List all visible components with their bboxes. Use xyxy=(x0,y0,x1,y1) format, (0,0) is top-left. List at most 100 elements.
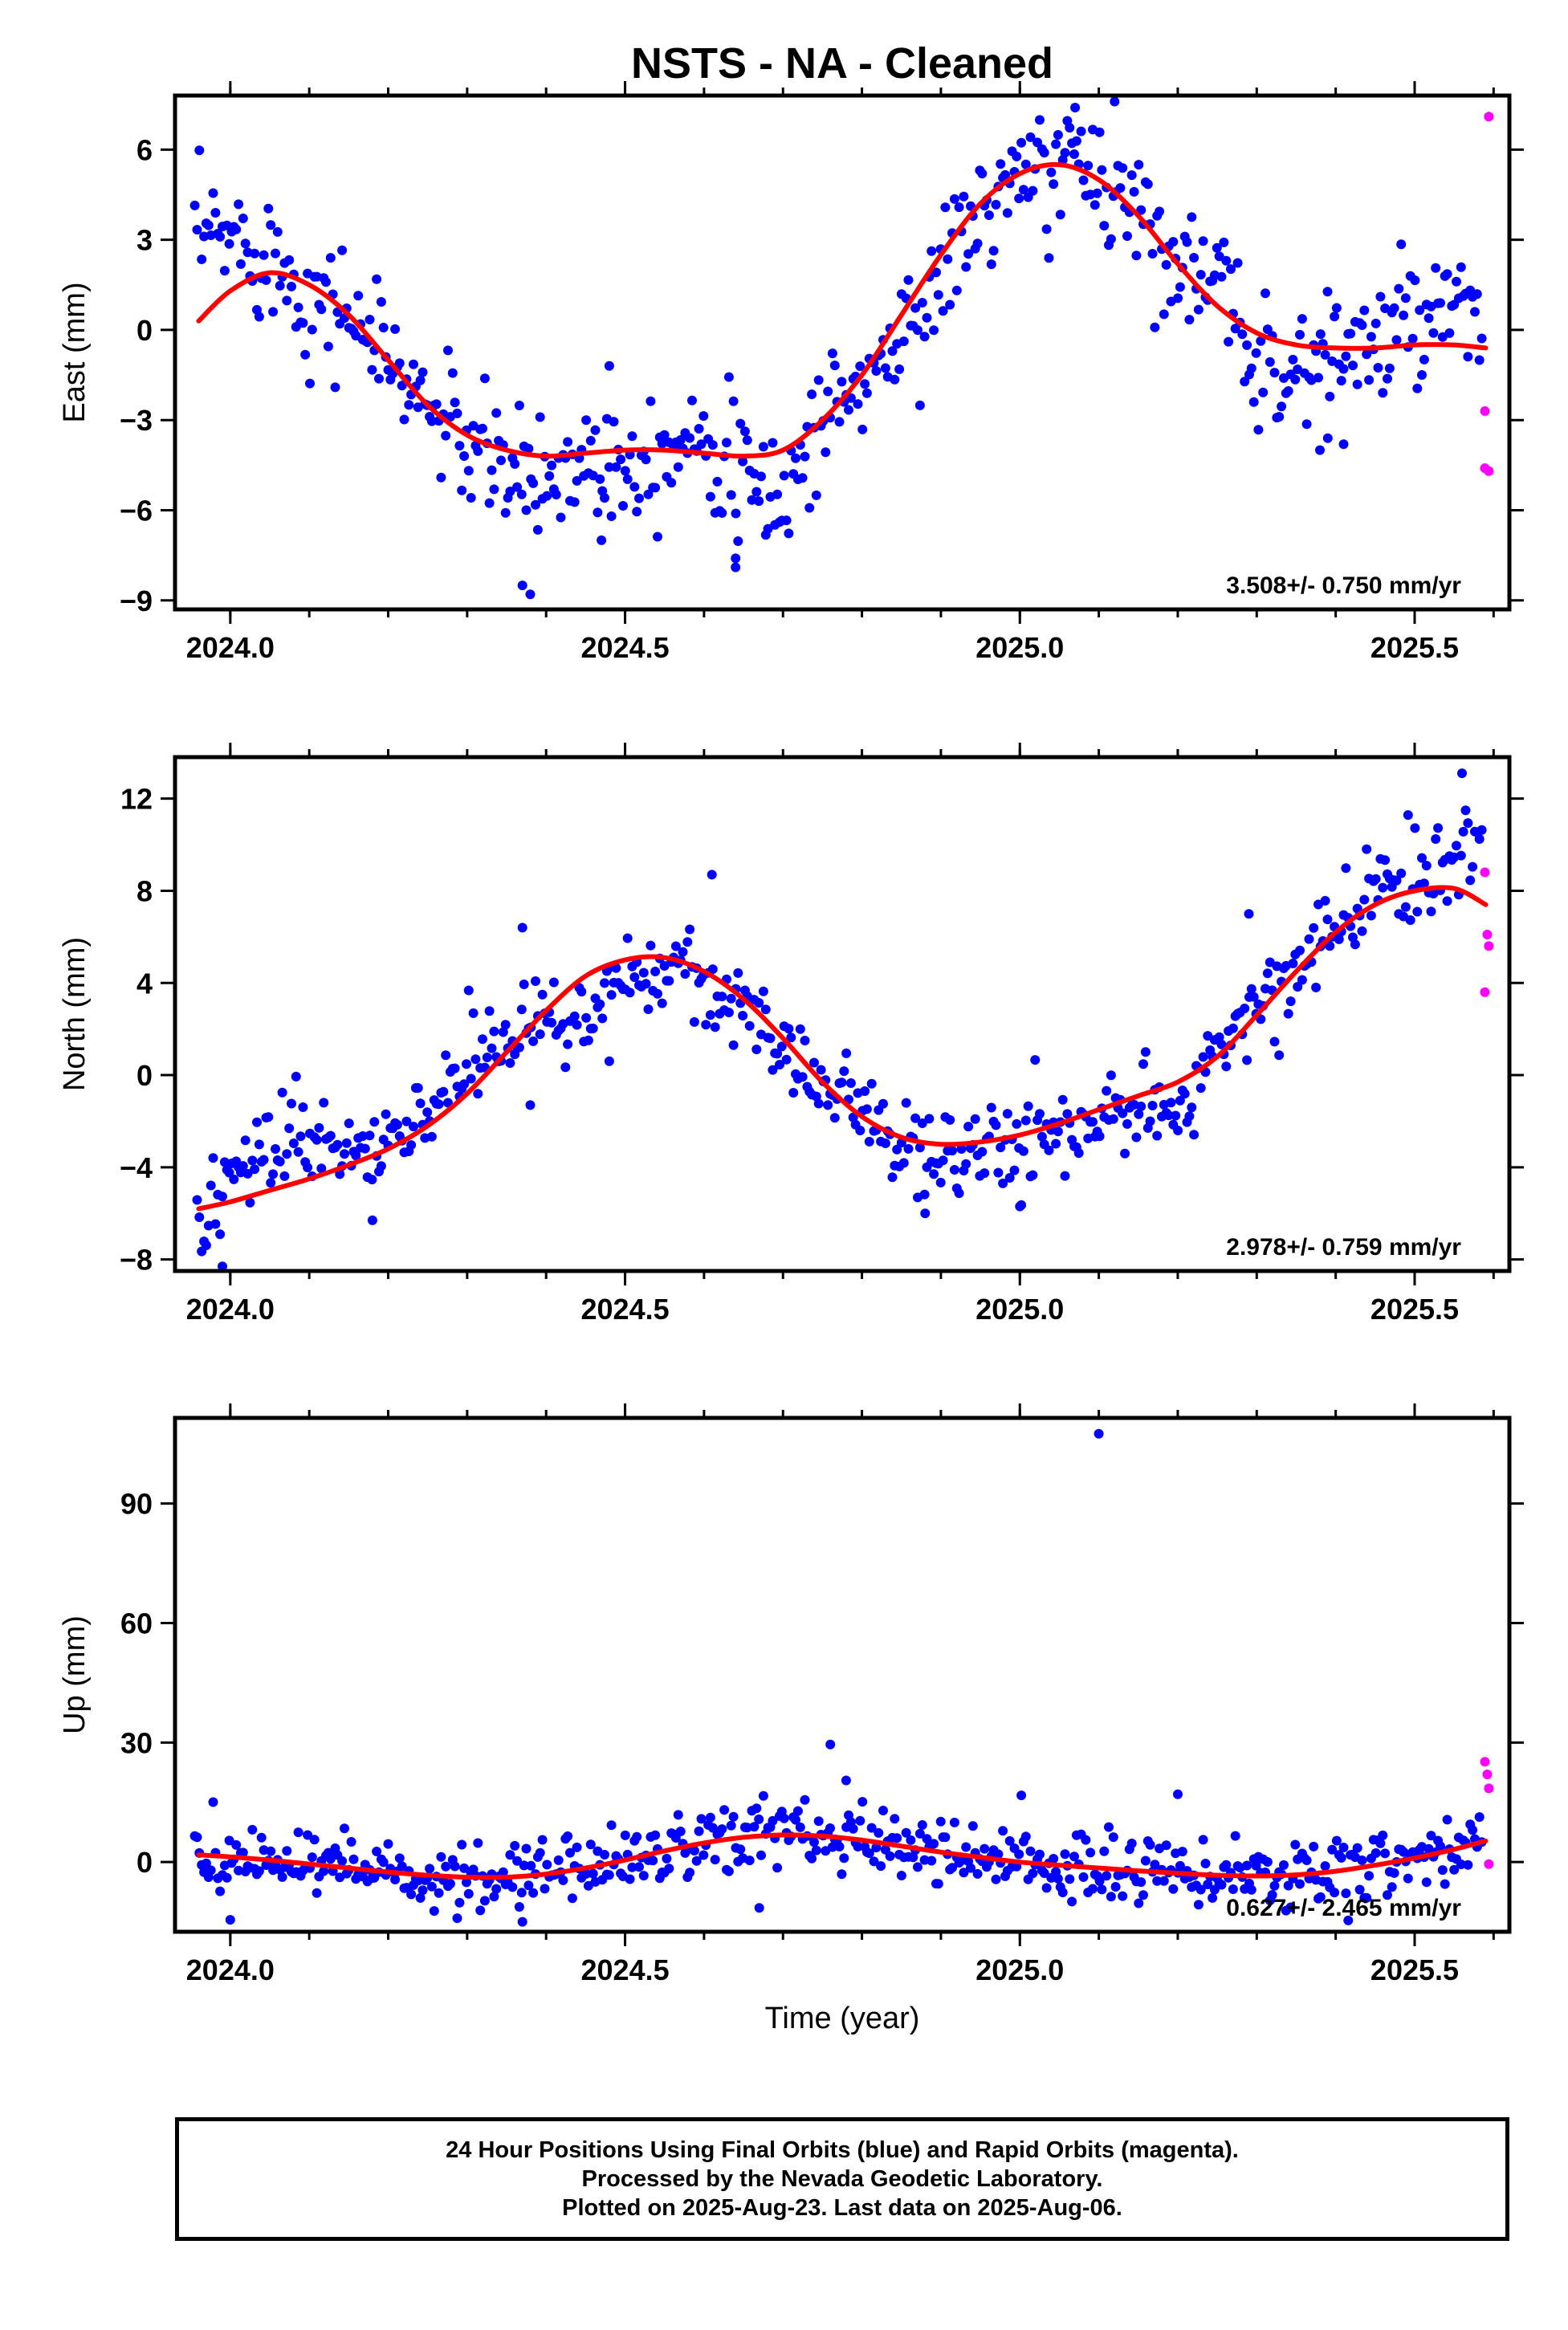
north-final-point xyxy=(295,1131,306,1142)
up-x-tick-label: 2025.5 xyxy=(1370,1953,1459,1986)
east-final-point xyxy=(675,435,686,445)
north-final-point xyxy=(1391,875,1402,886)
up-final-point xyxy=(1362,1892,1372,1903)
up-final-point xyxy=(1375,1838,1386,1848)
up-final-point xyxy=(717,1824,727,1835)
east-final-point xyxy=(487,465,497,475)
north-final-point xyxy=(1184,1111,1195,1122)
east-final-point xyxy=(510,458,520,469)
east-final-point xyxy=(1129,186,1139,197)
up-final-point xyxy=(685,1868,695,1878)
east-final-point xyxy=(1002,208,1012,218)
east-final-point xyxy=(1240,377,1250,387)
north-final-point xyxy=(271,1144,280,1154)
up-final-point xyxy=(940,1832,951,1843)
east-rapid-point xyxy=(1480,406,1490,416)
east-final-point xyxy=(1407,333,1418,344)
north-final-point xyxy=(1320,895,1330,906)
north-final-point xyxy=(1163,1110,1174,1121)
east-final-point xyxy=(1436,298,1445,308)
north-final-point xyxy=(1106,1070,1116,1081)
east-final-point xyxy=(984,210,994,220)
north-final-point xyxy=(670,941,681,951)
east-final-point xyxy=(894,364,905,374)
east-final-point xyxy=(1055,210,1065,220)
east-final-point xyxy=(595,474,605,484)
east-final-point xyxy=(643,489,654,499)
north-final-point xyxy=(392,1119,402,1130)
up-final-point xyxy=(1057,1888,1068,1897)
east-final-point xyxy=(1097,165,1107,175)
north-final-point xyxy=(837,1077,847,1088)
east-final-point xyxy=(1118,163,1128,173)
north-final-point xyxy=(945,1114,955,1125)
north-final-point xyxy=(646,940,656,951)
up-final-point xyxy=(1364,1871,1375,1881)
north-final-point xyxy=(1309,923,1319,933)
east-final-point xyxy=(685,433,695,443)
north-final-point xyxy=(259,1155,269,1165)
east-final-point xyxy=(977,169,988,179)
east-final-point xyxy=(791,453,800,463)
north-final-point xyxy=(1400,902,1411,912)
north-final-point xyxy=(689,1016,699,1027)
east-final-point xyxy=(563,437,573,447)
east-final-point xyxy=(1290,374,1301,385)
up-final-point xyxy=(1242,1860,1252,1871)
up-final-point xyxy=(340,1823,349,1834)
x-axis-label: Time (year) xyxy=(765,2002,920,2035)
north-final-point xyxy=(1274,1050,1285,1061)
east-final-point xyxy=(951,285,962,295)
east-final-point xyxy=(821,447,831,458)
east-final-point xyxy=(457,485,467,495)
east-final-point xyxy=(1126,170,1137,181)
east-final-point xyxy=(1256,336,1266,346)
east-final-point xyxy=(305,378,315,389)
north-final-point xyxy=(1198,1052,1208,1062)
east-final-point xyxy=(1336,376,1346,386)
up-final-point xyxy=(689,1846,699,1855)
east-final-point xyxy=(1051,139,1061,149)
north-final-point xyxy=(998,1178,1008,1188)
east-final-point xyxy=(532,524,543,535)
east-final-point xyxy=(913,325,922,336)
up-final-point xyxy=(825,1739,836,1750)
east-final-point xyxy=(1253,425,1264,435)
up-final-point xyxy=(231,1839,242,1850)
north-final-point xyxy=(1350,939,1360,950)
north-final-point xyxy=(993,1167,1004,1178)
east-final-point xyxy=(1173,293,1183,303)
up-final-point xyxy=(1370,1848,1381,1858)
up-final-point xyxy=(917,1820,927,1830)
up-final-point xyxy=(489,1892,499,1902)
up-final-point xyxy=(800,1794,810,1805)
east-final-point xyxy=(415,375,426,385)
up-final-point xyxy=(479,1896,490,1906)
east-final-point xyxy=(1476,333,1487,344)
east-final-point xyxy=(521,505,531,515)
up-final-point xyxy=(206,1865,216,1876)
east-final-point xyxy=(478,423,487,434)
north-final-point xyxy=(1366,910,1376,921)
east-final-point xyxy=(731,553,741,564)
east-final-point xyxy=(378,323,389,332)
north-final-point xyxy=(1102,1086,1112,1096)
east-final-point xyxy=(823,386,833,397)
up-final-point xyxy=(993,1849,1004,1860)
up-final-point xyxy=(600,1850,609,1860)
east-final-point xyxy=(996,159,1006,169)
up-final-point xyxy=(1301,1855,1312,1865)
up-final-point xyxy=(1069,1851,1079,1862)
north-y-tick-label: −4 xyxy=(120,1151,153,1184)
north-final-point xyxy=(531,976,540,986)
east-final-point xyxy=(1076,126,1086,136)
east-final-point xyxy=(1472,289,1482,299)
up-final-point xyxy=(929,1839,939,1849)
up-final-point xyxy=(553,1855,564,1865)
east-final-point xyxy=(604,462,614,472)
north-final-point xyxy=(768,1065,778,1075)
north-final-point xyxy=(560,1062,571,1073)
up-final-point xyxy=(454,1897,465,1908)
up-final-point xyxy=(372,1847,382,1856)
up-x-tick-label: 2025.0 xyxy=(975,1953,1064,1986)
